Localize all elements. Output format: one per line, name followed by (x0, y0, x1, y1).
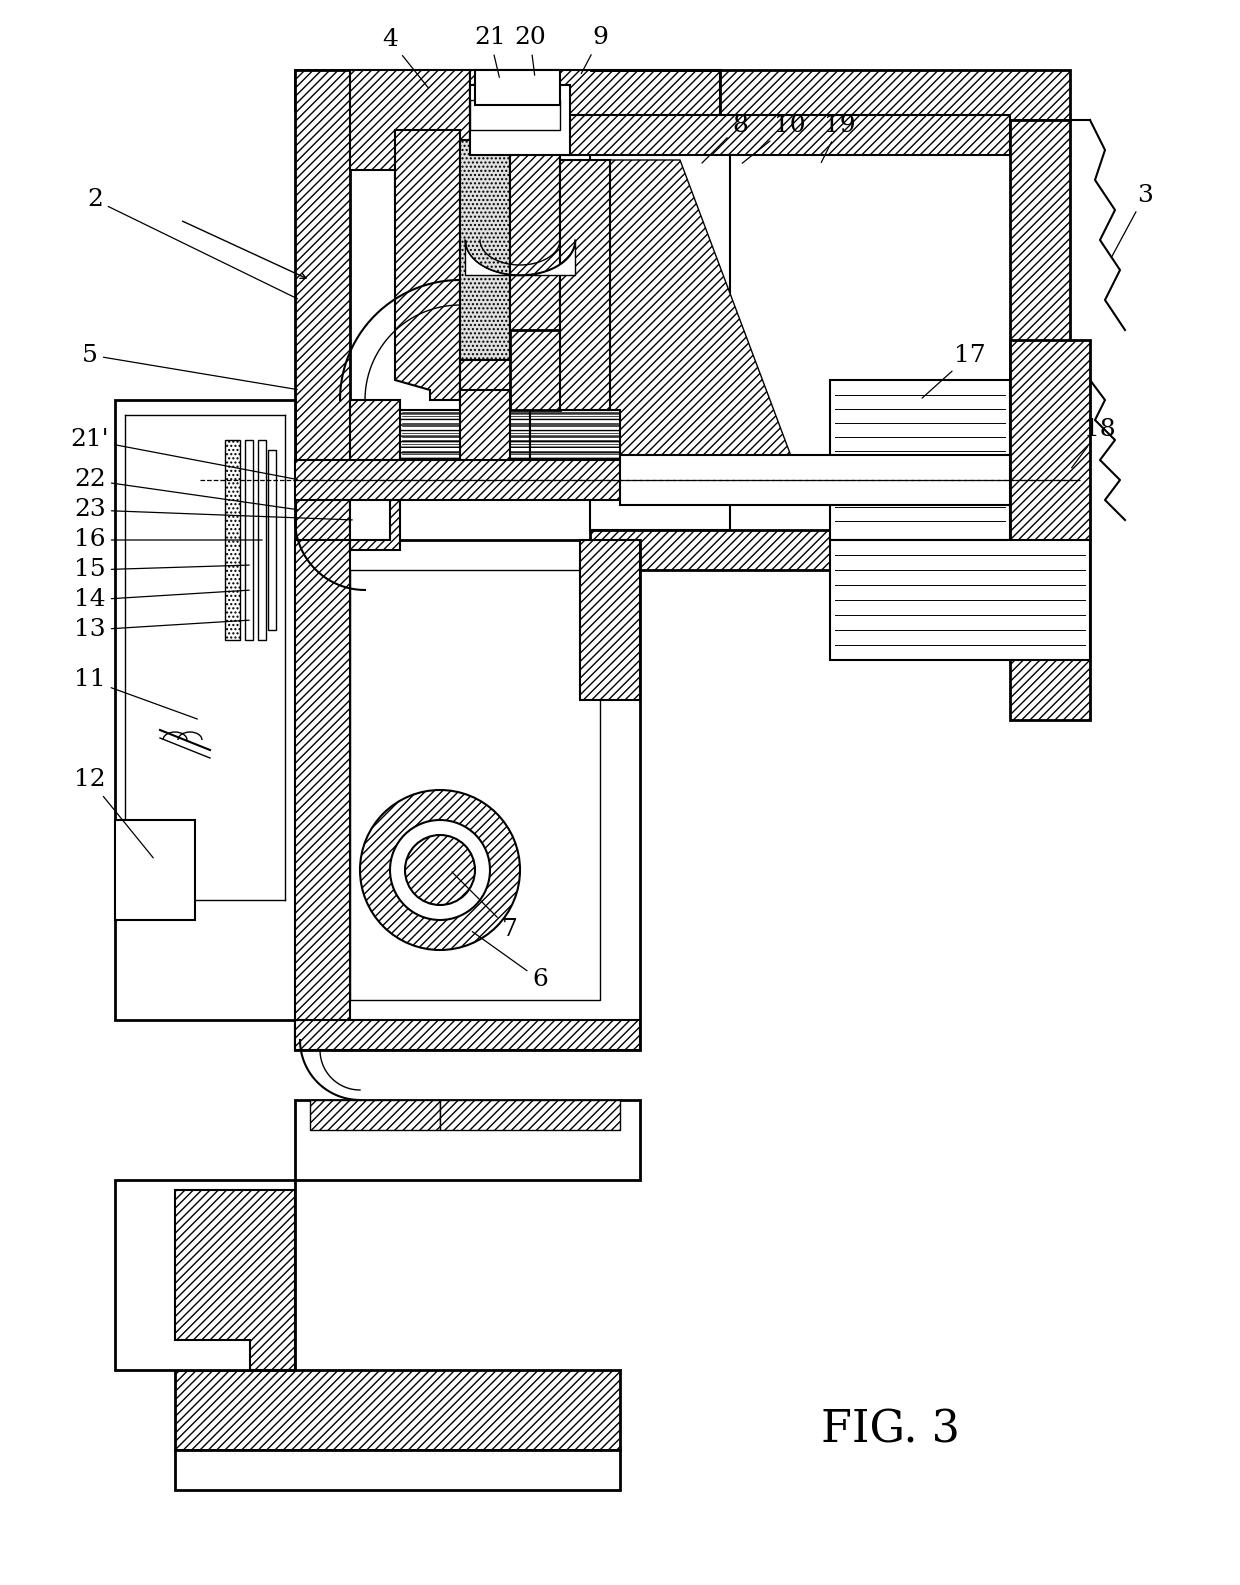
Bar (600, 120, 999, 151)
Polygon shape (830, 540, 1090, 659)
Polygon shape (396, 130, 460, 399)
Polygon shape (115, 399, 295, 1021)
Text: 4: 4 (382, 29, 428, 87)
Text: 2: 2 (87, 189, 298, 300)
Polygon shape (350, 70, 470, 200)
Bar (470, 86, 570, 155)
Text: 7: 7 (451, 872, 518, 941)
Bar (258, 441, 267, 640)
Polygon shape (175, 1190, 295, 1369)
Polygon shape (175, 1369, 620, 1450)
Polygon shape (295, 460, 630, 499)
Text: 15: 15 (74, 558, 249, 582)
Polygon shape (125, 415, 285, 900)
Polygon shape (470, 70, 720, 139)
Polygon shape (600, 160, 800, 480)
Text: 5: 5 (82, 344, 298, 390)
Text: 13: 13 (74, 618, 249, 642)
Bar (224, 441, 241, 640)
Text: 8: 8 (702, 114, 748, 163)
Polygon shape (590, 529, 1011, 571)
Polygon shape (115, 1179, 295, 1369)
Text: 23: 23 (74, 499, 352, 521)
Polygon shape (580, 540, 640, 701)
Text: 12: 12 (74, 769, 154, 857)
Text: FIG. 3: FIG. 3 (821, 1409, 960, 1452)
Polygon shape (350, 399, 401, 550)
Bar (115, 819, 195, 919)
Text: 21: 21 (474, 27, 506, 78)
Polygon shape (460, 360, 539, 411)
Polygon shape (1011, 341, 1090, 720)
Polygon shape (295, 70, 590, 109)
Text: 10: 10 (743, 114, 806, 163)
Polygon shape (560, 116, 1011, 155)
Polygon shape (830, 380, 1011, 540)
Bar (475, 70, 560, 105)
Circle shape (391, 819, 490, 919)
Polygon shape (310, 1100, 440, 1130)
Polygon shape (590, 70, 1070, 120)
Polygon shape (510, 139, 560, 390)
Bar (268, 450, 277, 629)
Polygon shape (295, 1100, 640, 1179)
Bar (560, 120, 715, 151)
Polygon shape (1011, 120, 1070, 571)
Polygon shape (460, 139, 510, 360)
Circle shape (360, 789, 520, 949)
Polygon shape (401, 411, 529, 460)
Polygon shape (460, 390, 510, 471)
Text: 6: 6 (472, 932, 548, 992)
Text: 17: 17 (923, 344, 986, 398)
Polygon shape (350, 571, 600, 1000)
Polygon shape (510, 330, 560, 411)
Text: 3: 3 (1111, 184, 1153, 257)
Text: 22: 22 (74, 469, 298, 510)
Bar (600, 151, 999, 529)
Text: 14: 14 (74, 588, 249, 612)
Polygon shape (620, 455, 1011, 506)
Polygon shape (560, 160, 610, 411)
Circle shape (405, 835, 475, 905)
Text: 9: 9 (582, 27, 608, 73)
Polygon shape (295, 1021, 640, 1049)
Text: 19: 19 (821, 114, 856, 163)
Text: 20: 20 (515, 27, 546, 74)
Polygon shape (175, 1450, 620, 1490)
Polygon shape (295, 70, 350, 620)
Polygon shape (295, 540, 640, 1049)
Bar (470, 100, 560, 130)
Text: 16: 16 (74, 528, 262, 552)
Polygon shape (440, 1100, 620, 1130)
Polygon shape (529, 411, 620, 460)
Text: 21': 21' (71, 428, 298, 480)
Text: 18: 18 (1071, 418, 1116, 468)
Polygon shape (590, 151, 730, 529)
Polygon shape (350, 471, 391, 540)
Bar (246, 441, 253, 640)
Text: 11: 11 (74, 669, 197, 720)
Polygon shape (295, 540, 350, 1049)
